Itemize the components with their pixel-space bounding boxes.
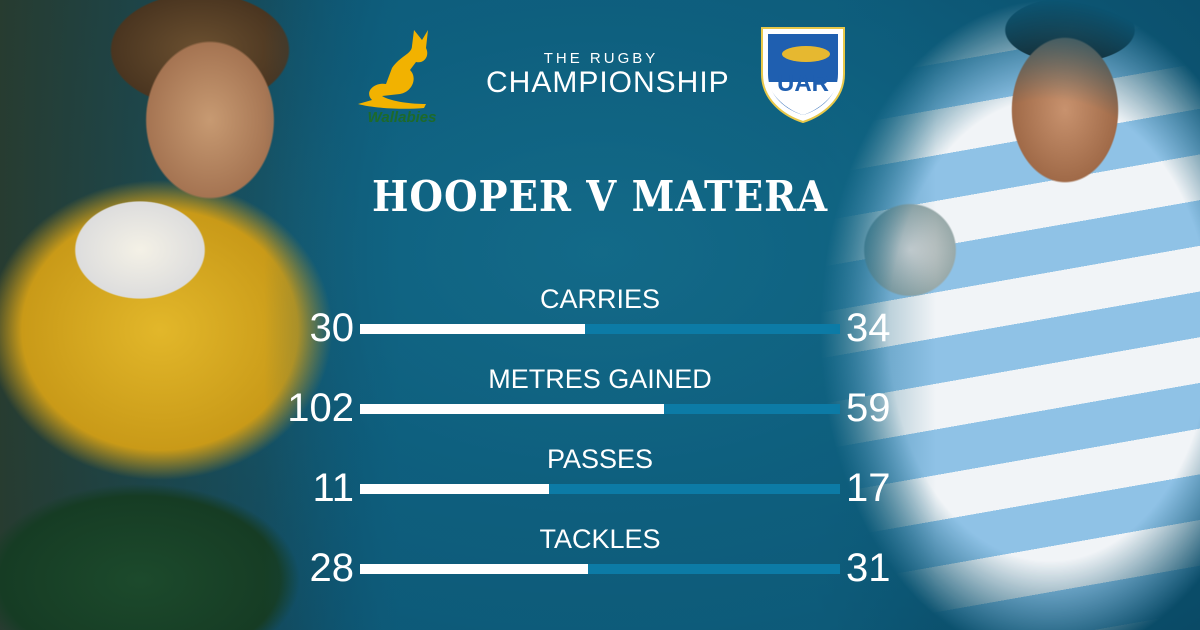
right-bar [360,484,840,494]
left-value: 102 [287,386,354,430]
left-bar [360,324,585,334]
right-bar [360,324,840,334]
svg-text:UAR: UAR [777,70,829,97]
stat-label: CARRIES [539,284,661,314]
stat-label: TACKLES [539,524,661,554]
stat-row: TACKLES 28 31 [0,524,1200,604]
stat-label: METRES GAINED [488,364,712,394]
right-value: 17 [846,466,891,510]
right-value: 59 [846,386,891,430]
right-bar [360,404,840,414]
wallabies-logo: Wallabies [358,30,437,126]
left-bar [360,484,549,494]
svg-text:Wallabies: Wallabies [368,109,437,126]
stat-row: CARRIES 30 34 [0,284,1200,364]
right-value: 31 [846,546,891,590]
left-bar [360,564,588,574]
uar-logo: UAR [761,27,845,124]
stat-row: PASSES 11 17 [0,444,1200,524]
right-bar [360,564,840,574]
rugby-championship-logo: THE RUGBY CHAMPIONSHIP [486,50,730,99]
page-title: HOOPER V MATERA [371,172,829,221]
right-value: 34 [846,306,891,350]
left-bar [360,404,665,414]
stat-label: PASSES [546,444,654,474]
left-value: 30 [309,306,355,350]
stat-row: METRES GAINED 102 59 [0,364,1200,444]
left-value: 28 [309,546,355,590]
left-value: 11 [312,466,354,510]
